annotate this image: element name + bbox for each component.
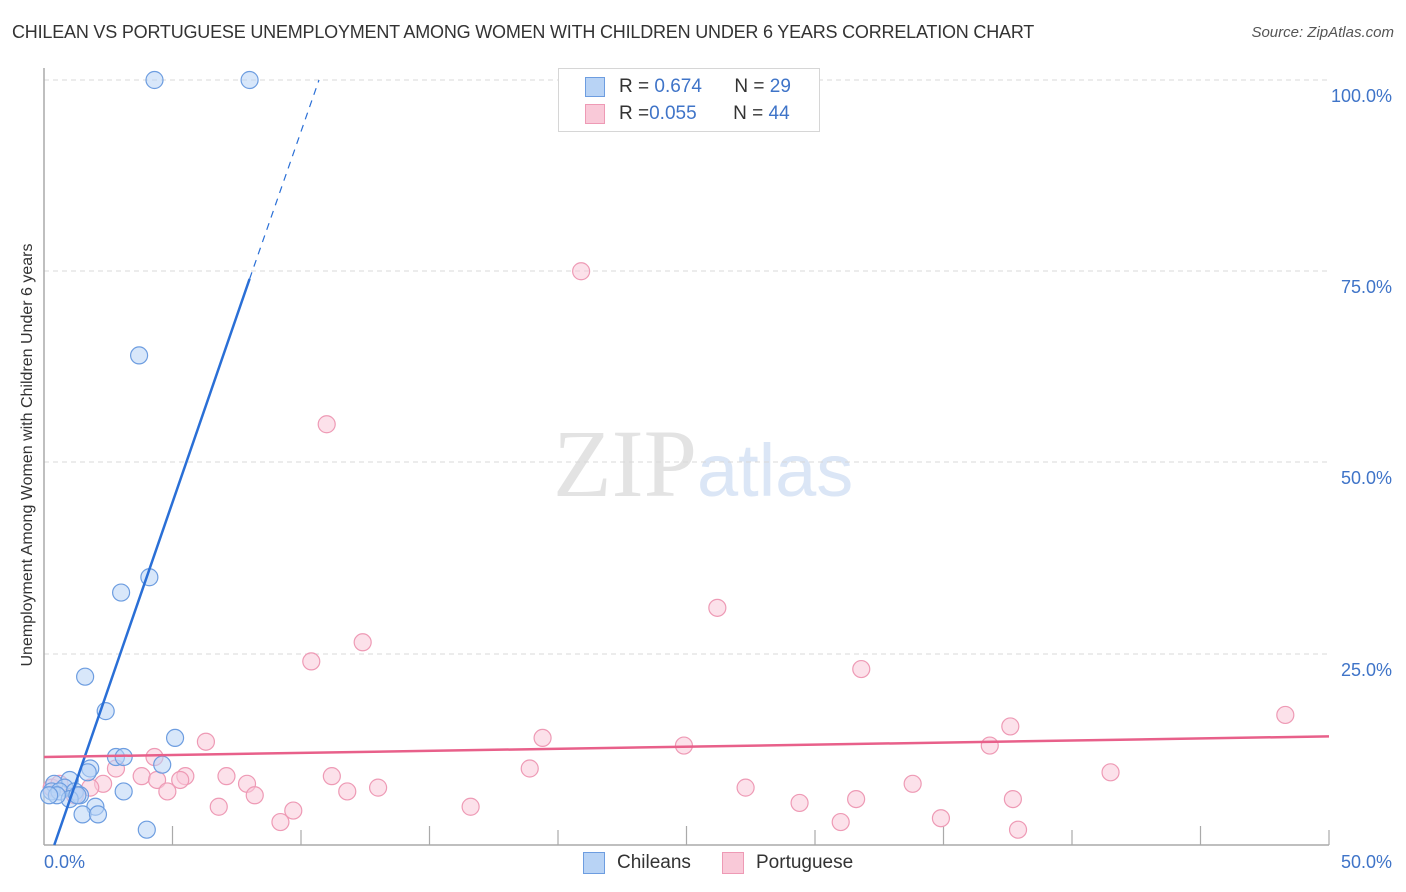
legend-label: Portuguese xyxy=(756,852,854,873)
portuguese-point[interactable] xyxy=(852,659,871,679)
portuguese-point[interactable] xyxy=(132,767,151,786)
n-value: 44 xyxy=(768,103,790,124)
r-label: R = xyxy=(619,76,650,97)
portuguese-point[interactable] xyxy=(790,793,809,813)
portuguese-swatch-icon xyxy=(722,852,744,874)
chileans-point[interactable] xyxy=(76,667,95,686)
portuguese-point[interactable] xyxy=(903,774,922,793)
stats-row-portuguese: R = 0.055 N = 44 xyxy=(585,102,790,126)
legend-item-portuguese[interactable]: Portuguese xyxy=(722,852,853,874)
portuguese-points xyxy=(42,262,1295,839)
portuguese-point[interactable] xyxy=(1008,820,1028,839)
stats-row-chileans: R = 0.674 N = 29 xyxy=(585,75,791,99)
chileans-swatch-icon xyxy=(583,852,605,874)
chileans-points xyxy=(40,70,259,839)
portuguese-point[interactable] xyxy=(171,770,190,790)
portuguese-point[interactable] xyxy=(1101,763,1120,782)
portuguese-point[interactable] xyxy=(271,812,290,832)
portuguese-point[interactable] xyxy=(196,732,216,751)
chileans-point[interactable] xyxy=(165,728,185,748)
portuguese-point[interactable] xyxy=(1001,717,1020,736)
watermark-zip: ZIP xyxy=(553,410,697,517)
n-value: 29 xyxy=(769,76,791,97)
x-tick-0: 0.0% xyxy=(44,852,86,872)
portuguese-point[interactable] xyxy=(284,801,303,820)
portuguese-point[interactable] xyxy=(245,786,264,805)
watermark: ZIPatlas xyxy=(553,408,853,519)
r-value: 0.055 xyxy=(649,103,697,124)
stats-legend: R = 0.674 N = 29 R = 0.055 N = 44 xyxy=(558,68,820,132)
chileans-point[interactable] xyxy=(88,805,108,824)
portuguese-point[interactable] xyxy=(338,782,357,801)
portuguese-point[interactable] xyxy=(217,767,236,786)
portuguese-point[interactable] xyxy=(533,728,552,748)
chileans-trend-line xyxy=(53,278,251,846)
portuguese-point[interactable] xyxy=(847,789,866,809)
portuguese-point[interactable] xyxy=(353,633,372,652)
portuguese-point[interactable] xyxy=(158,782,177,801)
r-value: 0.674 xyxy=(654,76,702,97)
y-tick-50: 50.0% xyxy=(1340,468,1392,488)
y-tick-100: 100.0% xyxy=(1330,86,1392,106)
portuguese-point[interactable] xyxy=(572,262,591,281)
portuguese-point[interactable] xyxy=(317,415,336,434)
chileans-point[interactable] xyxy=(111,583,131,602)
x-tick-50: 50.0% xyxy=(1340,852,1392,872)
chileans-point[interactable] xyxy=(137,820,156,839)
chileans-point[interactable] xyxy=(240,70,259,90)
y-tick-25: 25.0% xyxy=(1340,660,1392,680)
chileans-point[interactable] xyxy=(114,782,133,801)
portuguese-point[interactable] xyxy=(209,797,228,816)
chileans-point[interactable] xyxy=(73,805,92,824)
legend-item-chileans[interactable]: Chileans xyxy=(583,852,691,874)
chileans-point[interactable] xyxy=(145,70,164,90)
chileans-trend-extension xyxy=(249,79,320,280)
portuguese-point[interactable] xyxy=(369,778,388,797)
portuguese-point[interactable] xyxy=(1003,789,1022,809)
portuguese-point[interactable] xyxy=(1276,705,1295,725)
chileans-point[interactable] xyxy=(129,346,149,365)
portuguese-point[interactable] xyxy=(980,736,999,755)
n-label: N = xyxy=(734,76,765,97)
portuguese-swatch-icon xyxy=(585,104,605,124)
y-tick-75: 75.0% xyxy=(1340,277,1392,297)
portuguese-point[interactable] xyxy=(461,797,480,816)
watermark-atlas: atlas xyxy=(697,429,854,512)
chart-title: CHILEAN VS PORTUGUESE UNEMPLOYMENT AMONG… xyxy=(12,22,1035,42)
portuguese-point[interactable] xyxy=(831,812,850,832)
portuguese-point[interactable] xyxy=(931,809,951,828)
portuguese-point[interactable] xyxy=(322,767,341,786)
chileans-swatch-icon xyxy=(585,77,605,97)
chileans-point[interactable] xyxy=(40,786,59,805)
portuguese-point[interactable] xyxy=(708,598,727,617)
portuguese-point[interactable] xyxy=(302,652,321,671)
portuguese-trend-line xyxy=(43,735,1330,759)
chileans-point[interactable] xyxy=(153,755,172,774)
y-axis-label: Unemployment Among Women with Children U… xyxy=(19,243,36,667)
portuguese-point[interactable] xyxy=(736,778,755,797)
r-label: R = xyxy=(619,103,650,124)
grid-lines xyxy=(44,79,1329,655)
n-label: N = xyxy=(733,103,764,124)
trend-lines xyxy=(43,79,1330,846)
x-axis-ticks xyxy=(171,826,1330,845)
portuguese-point[interactable] xyxy=(520,759,539,778)
legend-label: Chileans xyxy=(617,852,691,873)
source-credit: Source: ZipAtlas.com xyxy=(1251,24,1394,41)
